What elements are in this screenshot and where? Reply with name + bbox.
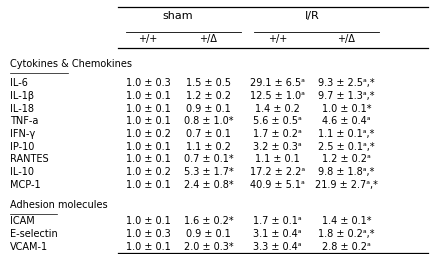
Text: Adhesion molecules: Adhesion molecules xyxy=(10,200,108,210)
Text: +/+: +/+ xyxy=(268,34,287,44)
Text: 1.2 ± 0.2: 1.2 ± 0.2 xyxy=(186,91,231,101)
Text: 3.2 ± 0.3ᵃ: 3.2 ± 0.3ᵃ xyxy=(253,142,302,152)
Text: 1.0 ± 0.1: 1.0 ± 0.1 xyxy=(125,116,171,126)
Text: I/R: I/R xyxy=(305,11,319,21)
Text: E-selectin: E-selectin xyxy=(10,229,58,239)
Text: 0.8 ± 1.0*: 0.8 ± 1.0* xyxy=(184,116,233,126)
Text: 29.1 ± 6.5ᵃ: 29.1 ± 6.5ᵃ xyxy=(250,78,305,88)
Text: +/Δ: +/Δ xyxy=(337,34,355,44)
Text: 21.9 ± 2.7ᵃ,*: 21.9 ± 2.7ᵃ,* xyxy=(315,180,378,190)
Text: 17.2 ± 2.2ᵃ: 17.2 ± 2.2ᵃ xyxy=(250,167,305,177)
Text: 1.0 ± 0.3: 1.0 ± 0.3 xyxy=(125,229,171,239)
Text: 9.3 ± 2.5ᵃ,*: 9.3 ± 2.5ᵃ,* xyxy=(318,78,375,88)
Text: 1.0 ± 0.1: 1.0 ± 0.1 xyxy=(125,180,171,190)
Text: 1.0 ± 0.1: 1.0 ± 0.1 xyxy=(125,91,171,101)
Text: 1.0 ± 0.1*: 1.0 ± 0.1* xyxy=(322,104,371,114)
Text: 1.6 ± 0.2*: 1.6 ± 0.2* xyxy=(184,216,233,226)
Text: 5.6 ± 0.5ᵃ: 5.6 ± 0.5ᵃ xyxy=(253,116,302,126)
Text: Cytokines & Chemokines: Cytokines & Chemokines xyxy=(10,59,132,69)
Text: 1.2 ± 0.2ᵃ: 1.2 ± 0.2ᵃ xyxy=(322,154,371,164)
Text: +/+: +/+ xyxy=(138,34,158,44)
Text: 1.0 ± 0.1: 1.0 ± 0.1 xyxy=(125,216,171,226)
Text: 0.7 ± 0.1: 0.7 ± 0.1 xyxy=(186,129,231,139)
Text: sham: sham xyxy=(163,11,194,21)
Text: 1.8 ± 0.2ᵃ,*: 1.8 ± 0.2ᵃ,* xyxy=(318,229,375,239)
Text: 1.1 ± 0.1ᵃ,*: 1.1 ± 0.1ᵃ,* xyxy=(318,129,375,139)
Text: 1.1 ± 0.2: 1.1 ± 0.2 xyxy=(186,142,231,152)
Text: 5.3 ± 1.7*: 5.3 ± 1.7* xyxy=(184,167,233,177)
Text: 9.8 ± 1.8ᵃ,*: 9.8 ± 1.8ᵃ,* xyxy=(318,167,375,177)
Text: 1.7 ± 0.2ᵃ: 1.7 ± 0.2ᵃ xyxy=(253,129,302,139)
Text: 0.9 ± 0.1: 0.9 ± 0.1 xyxy=(186,229,231,239)
Text: 1.1 ± 0.1: 1.1 ± 0.1 xyxy=(255,154,300,164)
Text: ICAM: ICAM xyxy=(10,216,35,226)
Text: 3.3 ± 0.4ᵃ: 3.3 ± 0.4ᵃ xyxy=(253,242,302,252)
Text: 12.5 ± 1.0ᵃ: 12.5 ± 1.0ᵃ xyxy=(250,91,305,101)
Text: IP-10: IP-10 xyxy=(10,142,34,152)
Text: 40.9 ± 5.1ᵃ: 40.9 ± 5.1ᵃ xyxy=(250,180,305,190)
Text: 1.0 ± 0.1: 1.0 ± 0.1 xyxy=(125,242,171,252)
Text: +/Δ: +/Δ xyxy=(200,34,217,44)
Text: TNF-a: TNF-a xyxy=(10,116,38,126)
Text: IL-1β: IL-1β xyxy=(10,91,34,101)
Text: IFN-γ: IFN-γ xyxy=(10,129,35,139)
Text: 1.7 ± 0.1ᵃ: 1.7 ± 0.1ᵃ xyxy=(253,216,302,226)
Text: IL-6: IL-6 xyxy=(10,78,28,88)
Text: 2.4 ± 0.8*: 2.4 ± 0.8* xyxy=(184,180,233,190)
Text: VCAM-1: VCAM-1 xyxy=(10,242,48,252)
Text: 1.0 ± 0.1: 1.0 ± 0.1 xyxy=(125,104,171,114)
Text: 4.6 ± 0.4ᵃ: 4.6 ± 0.4ᵃ xyxy=(322,116,371,126)
Text: 2.8 ± 0.2ᵃ: 2.8 ± 0.2ᵃ xyxy=(322,242,371,252)
Text: 2.0 ± 0.3*: 2.0 ± 0.3* xyxy=(184,242,233,252)
Text: 1.0 ± 0.1: 1.0 ± 0.1 xyxy=(125,142,171,152)
Text: MCP-1: MCP-1 xyxy=(10,180,41,190)
Text: 1.4 ± 0.2: 1.4 ± 0.2 xyxy=(255,104,300,114)
Text: IL-18: IL-18 xyxy=(10,104,34,114)
Text: IL-10: IL-10 xyxy=(10,167,34,177)
Text: 1.0 ± 0.2: 1.0 ± 0.2 xyxy=(125,129,171,139)
Text: 0.9 ± 0.1: 0.9 ± 0.1 xyxy=(186,104,231,114)
Text: 1.0 ± 0.1: 1.0 ± 0.1 xyxy=(125,154,171,164)
Text: 1.0 ± 0.3: 1.0 ± 0.3 xyxy=(125,78,171,88)
Text: 0.7 ± 0.1*: 0.7 ± 0.1* xyxy=(184,154,233,164)
Text: 1.5 ± 0.5: 1.5 ± 0.5 xyxy=(186,78,231,88)
Text: 2.5 ± 0.1ᵃ,*: 2.5 ± 0.1ᵃ,* xyxy=(318,142,375,152)
Text: RANTES: RANTES xyxy=(10,154,49,164)
Text: 1.0 ± 0.2: 1.0 ± 0.2 xyxy=(125,167,171,177)
Text: 9.7 ± 1.3ᵃ,*: 9.7 ± 1.3ᵃ,* xyxy=(318,91,375,101)
Text: 3.1 ± 0.4ᵃ: 3.1 ± 0.4ᵃ xyxy=(253,229,302,239)
Text: 1.4 ± 0.1*: 1.4 ± 0.1* xyxy=(322,216,371,226)
